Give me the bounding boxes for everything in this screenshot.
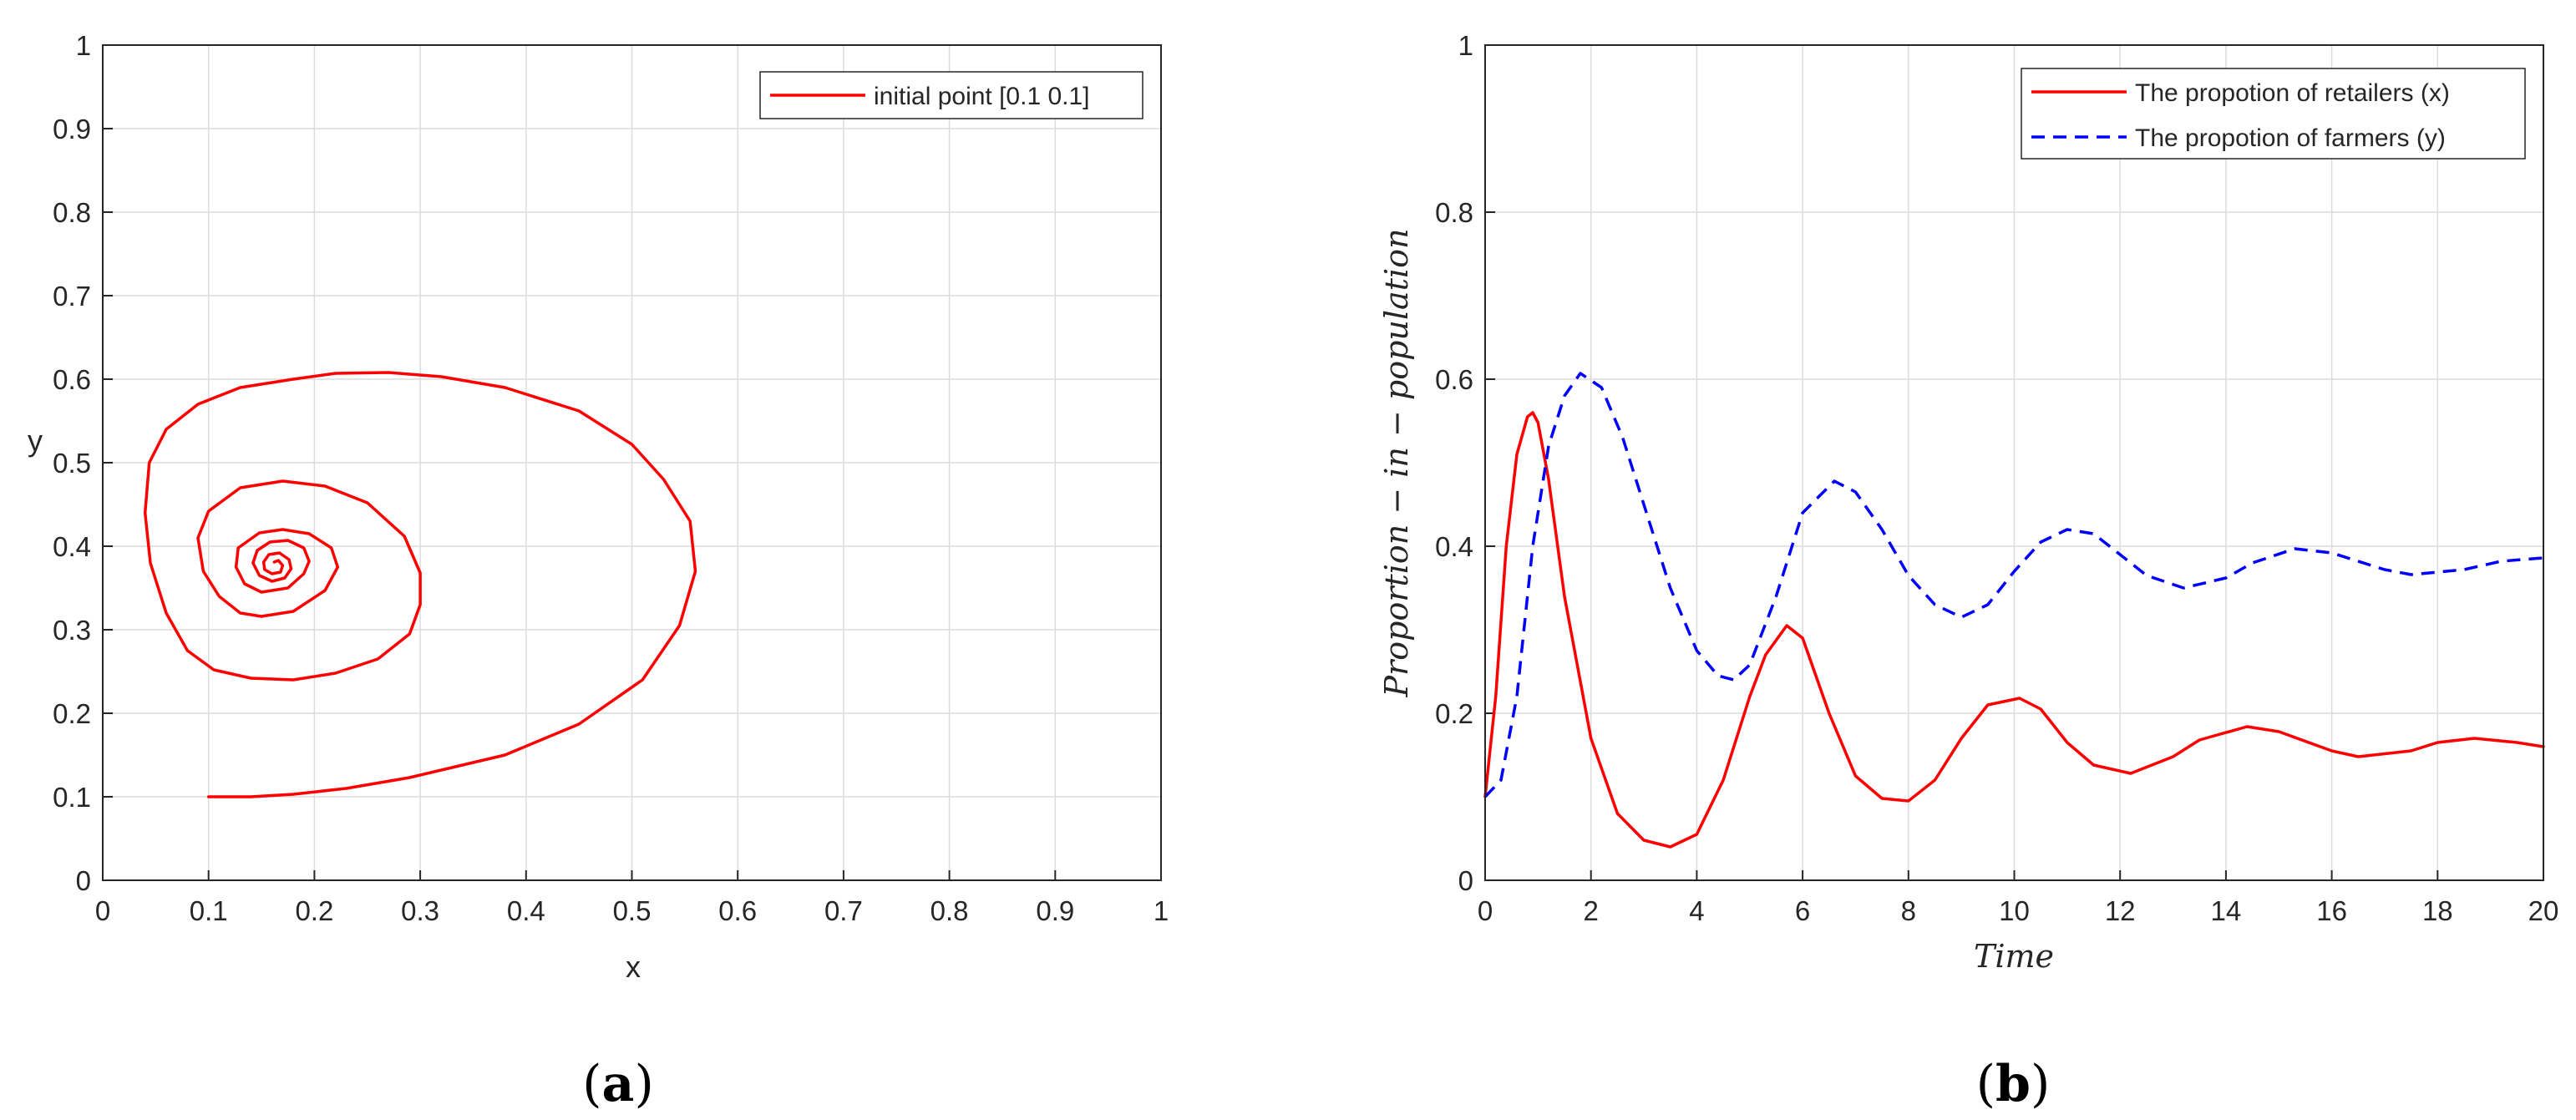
chart-b-x-tick-labels: 0 2 4 6 8 10 12 14 16 18 20: [1478, 895, 2559, 926]
panel-a-label: (a): [582, 1055, 654, 1113]
chart-b-x-tick-label: 20: [2528, 895, 2559, 926]
chart-b-series-2-line: [1483, 372, 2544, 798]
chart-a-x-tick-label: 0.7: [824, 895, 863, 926]
legend-a-series-1-label: initial point [0.1 0.1]: [874, 83, 1090, 110]
chart-b-x-tick-label: 14: [2211, 895, 2242, 926]
chart-b-y-tick-label: 0: [1458, 865, 1473, 896]
chart-b-x-tick-label: 18: [2422, 895, 2453, 926]
chart-a-x-tick-label: 0.6: [718, 895, 757, 926]
chart-b-x-tick-label: 6: [1795, 895, 1810, 926]
chart-a-y-tick-label: 0.2: [53, 698, 91, 729]
legend-b-series-1-label: The propotion of retailers (x): [2135, 79, 2450, 107]
chart-b-x-tick-label: 0: [1478, 895, 1493, 926]
chart-a-x-tick-labels: 0 0.1 0.2 0.3 0.4 0.5 0.6 0.7 0.8 0.9 1: [95, 895, 1169, 926]
chart-a-x-tick-label: 0.5: [613, 895, 652, 926]
chart-b-legend: The propotion of retailers (x) The propo…: [2021, 68, 2526, 160]
panel-b-letter: b: [1995, 1055, 2031, 1113]
chart-a-y-tick-labels: 0 0.1 0.2 0.3 0.4 0.5 0.6 0.7 0.8 0.9 1: [53, 30, 91, 896]
chart-a-x-tick-label: 1: [1154, 895, 1169, 926]
chart-b-legend-box: [2021, 68, 2526, 160]
chart-a-x-tick-label: 0.3: [401, 895, 439, 926]
chart-a-x-tick-label: 0.4: [507, 895, 545, 926]
panel-a-letter: a: [602, 1055, 635, 1113]
chart-b-x-tick-label: 10: [1999, 895, 2030, 926]
chart-a-legend: initial point [0.1 0.1]: [759, 71, 1143, 119]
chart-b-time-series: 0 2 4 6 8 10 12 14 16 18 20 0 0.2 0.4 0.6 0.8 1 Time Pr…: [1378, 30, 2558, 1113]
chart-b-y-tick-labels: 0 0.2 0.4 0.6 0.8 1: [1435, 30, 1473, 896]
chart-b-y-tick-label: 1: [1458, 30, 1473, 61]
legend-b-series-2-label: The propotion of farmers (y): [2135, 124, 2446, 152]
chart-b-x-tick-label: 8: [1901, 895, 1916, 926]
chart-b-x-tick-label: 12: [2105, 895, 2136, 926]
chart-b-y-tick-label: 0.4: [1435, 531, 1473, 562]
chart-a-x-tick-label: 0.8: [931, 895, 969, 926]
chart-a-y-tick-label: 0.7: [53, 281, 91, 312]
chart-a-x-tick-label: 0.9: [1036, 895, 1074, 926]
chart-b-x-tick-label: 2: [1584, 895, 1599, 926]
chart-a-y-tick-label: 1: [76, 30, 91, 61]
chart-a-y-tick-label: 0.6: [53, 364, 91, 395]
chart-a-y-axis-label: y: [28, 423, 43, 458]
chart-a-x-tick-label: 0.2: [295, 895, 333, 926]
chart-b-x-axis-label: Time: [1974, 938, 2054, 975]
chart-a-series-1-line: [143, 371, 697, 798]
chart-b-series-layer: [1483, 372, 2545, 849]
chart-a-y-tick-label: 0.4: [53, 531, 91, 562]
chart-b-y-axis-label: Proportion − in − population: [1378, 229, 1415, 698]
chart-b-axes-box: [1484, 44, 2544, 881]
chart-a-y-tick-label: 0.1: [53, 782, 91, 813]
chart-a-x-tick-label: 0.1: [190, 895, 228, 926]
chart-b-x-tick-label: 4: [1689, 895, 1704, 926]
chart-a-x-tick-label: 0: [95, 895, 110, 926]
chart-a-y-tick-label: 0: [76, 865, 91, 896]
chart-b-y-tick-label: 0.8: [1435, 197, 1473, 228]
chart-b-x-tick-label: 16: [2316, 895, 2347, 926]
chart-a-axes-box: [102, 44, 1162, 881]
chart-a-phase-plot: 0 0.1 0.2 0.3 0.4 0.5 0.6 0.7 0.8 0.9 1 0 0.1 0.2 0.3…: [28, 30, 1169, 1113]
chart-b-y-tick-label: 0.2: [1435, 698, 1473, 729]
chart-a-y-tick-label: 0.8: [53, 197, 91, 228]
panel-b-label: (b): [1976, 1055, 2051, 1113]
chart-b-series-1-line: [1483, 411, 2545, 849]
chart-a-series-layer: [143, 371, 697, 798]
chart-b-y-tick-label: 0.6: [1435, 364, 1473, 395]
chart-a-x-axis-label: x: [626, 950, 641, 984]
chart-a-y-tick-label: 0.9: [53, 114, 91, 144]
chart-a-y-tick-label: 0.5: [53, 448, 91, 479]
chart-a-y-tick-label: 0.3: [53, 615, 91, 646]
